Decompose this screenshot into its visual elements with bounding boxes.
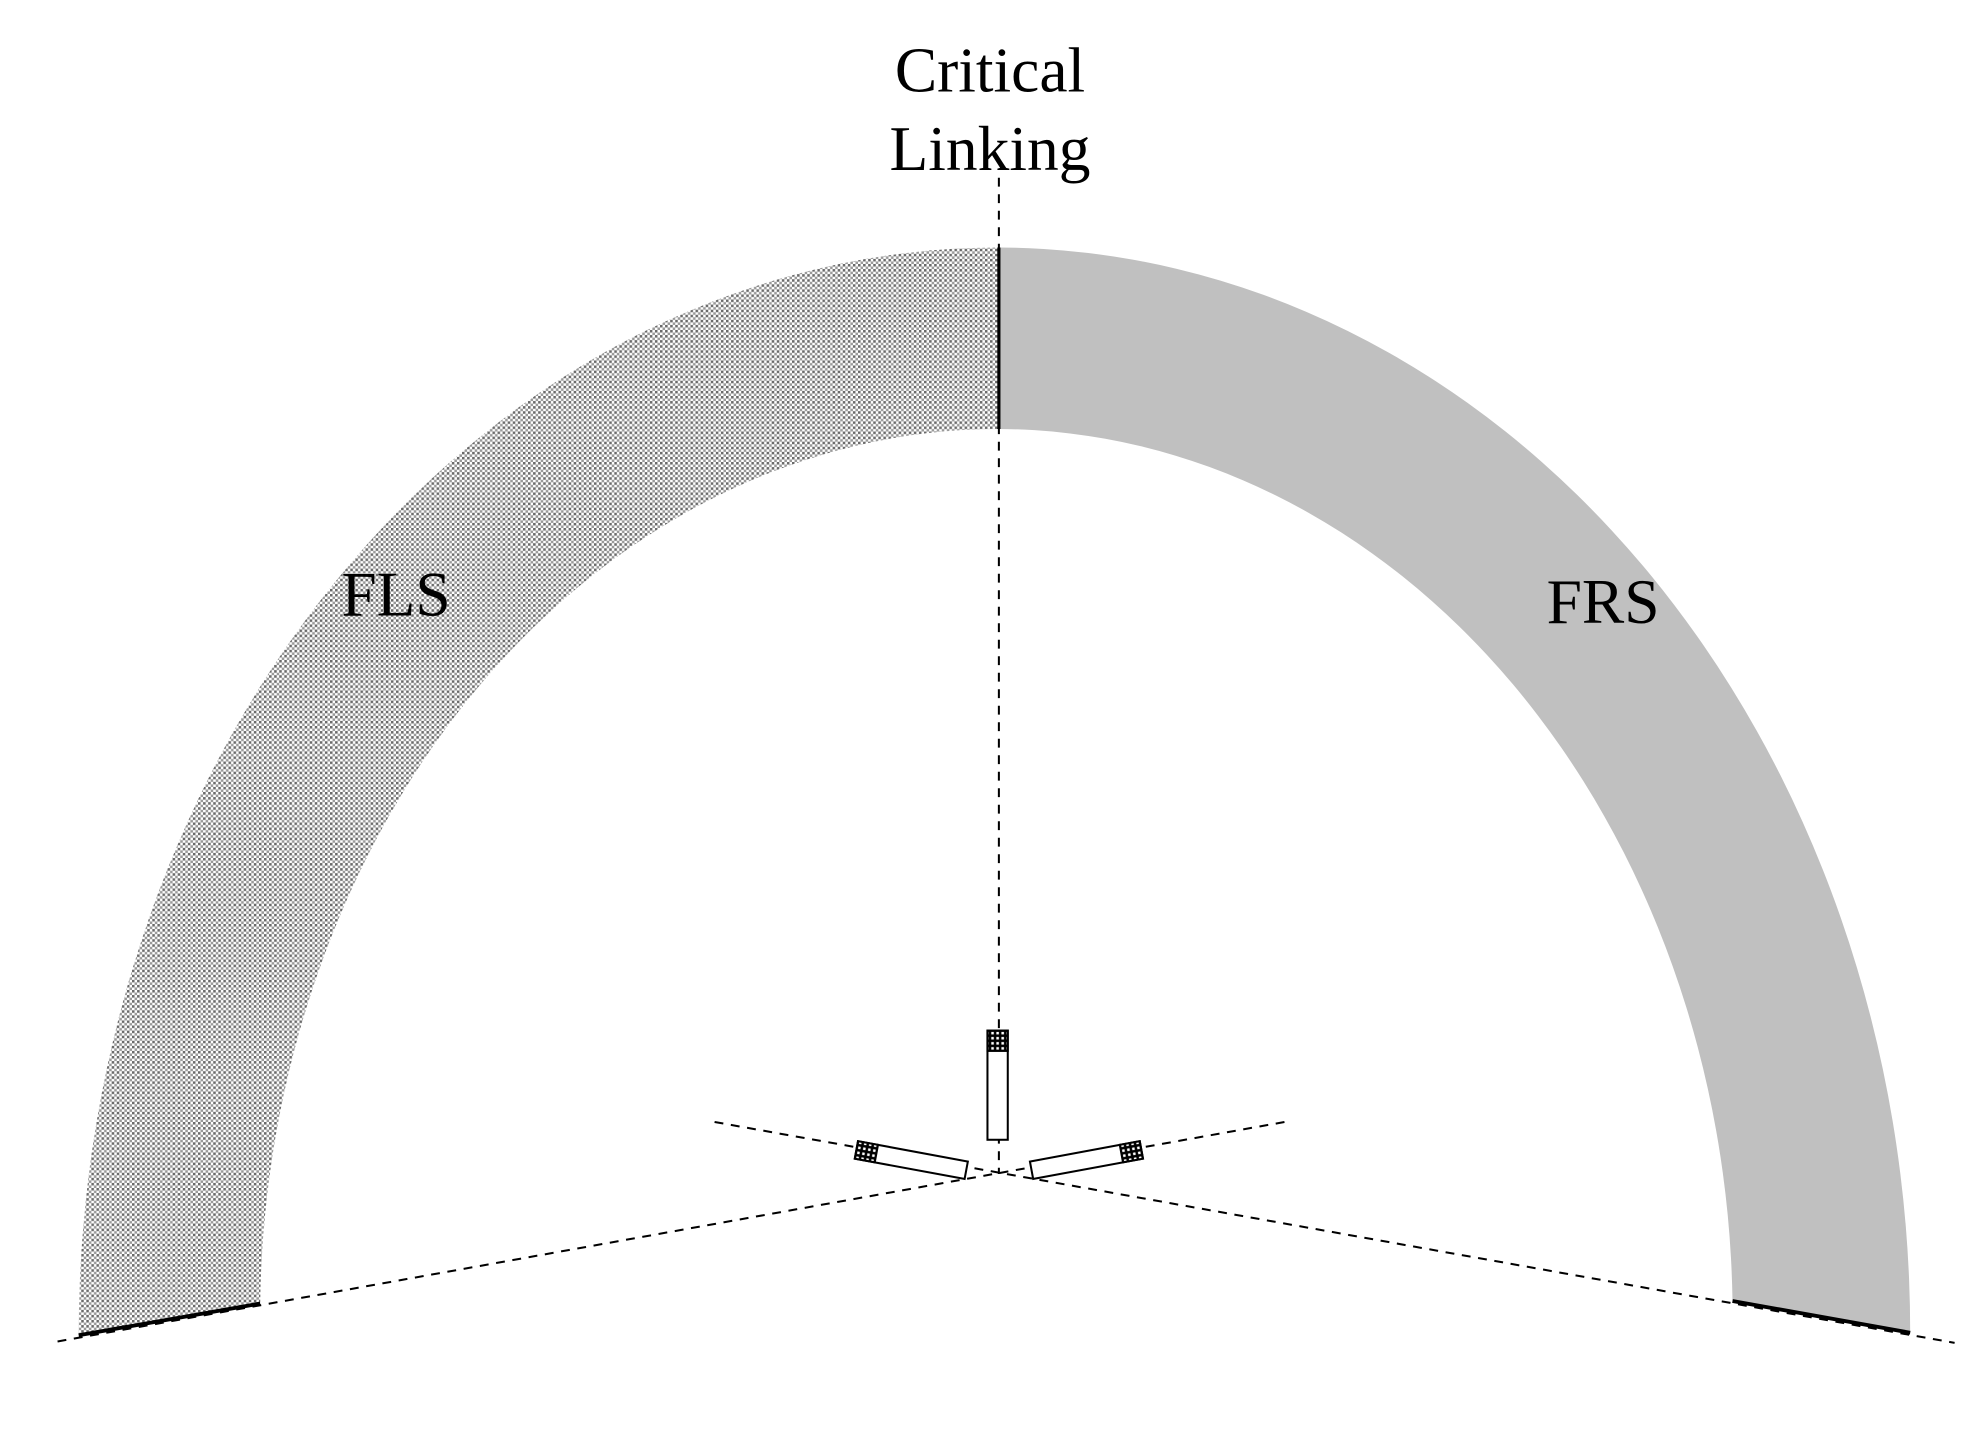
- frs-label: FRS: [1547, 566, 1660, 637]
- frs-region: [998, 247, 1911, 1333]
- frs-boundary-edge: [1732, 1299, 1911, 1335]
- fls-boundary-edge: [78, 1301, 261, 1338]
- critical-linking-label-line2: Linking: [890, 113, 1091, 184]
- right-sensor: [1028, 1139, 1145, 1181]
- fls-label: FLS: [341, 559, 450, 630]
- fls-region: [78, 247, 999, 1336]
- center-sensor: [986, 1029, 1009, 1141]
- left-sensor: [853, 1139, 970, 1181]
- left-sensor-axis: [714, 1121, 1955, 1344]
- critical-linking-label-line1: Critical: [895, 34, 1085, 105]
